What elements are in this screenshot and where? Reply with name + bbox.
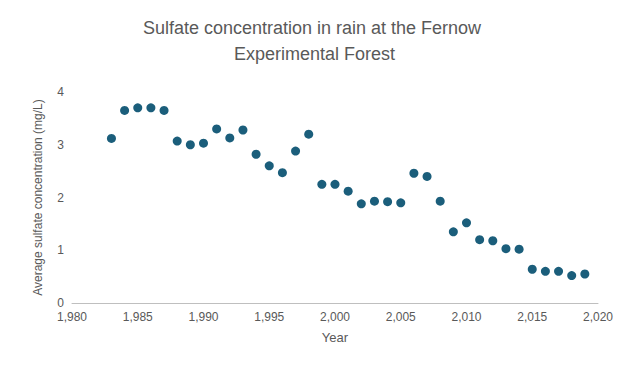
svg-text:Year: Year: [322, 330, 349, 345]
svg-text:1,995: 1,995: [254, 310, 284, 324]
svg-text:1,990: 1,990: [188, 310, 218, 324]
svg-text:1: 1: [57, 243, 64, 257]
svg-text:2,015: 2,015: [517, 310, 547, 324]
svg-text:2: 2: [57, 191, 64, 205]
svg-text:Sulfate concentration in rain: Sulfate concentration in rain at the Fer…: [143, 18, 482, 38]
svg-text:3: 3: [57, 138, 64, 152]
svg-text:2,020: 2,020: [583, 310, 613, 324]
svg-text:Average sulfate concentration: Average sulfate concentration (mg/L): [31, 99, 45, 296]
svg-text:Experimental Forest: Experimental Forest: [229, 44, 395, 64]
svg-text:2,005: 2,005: [386, 310, 416, 324]
svg-text:1,980: 1,980: [57, 310, 87, 324]
svg-text:1,985: 1,985: [123, 310, 153, 324]
svg-text:2,000: 2,000: [320, 310, 350, 324]
svg-text:2,010: 2,010: [451, 310, 481, 324]
svg-text:4: 4: [57, 85, 64, 99]
svg-text:0: 0: [57, 296, 64, 310]
